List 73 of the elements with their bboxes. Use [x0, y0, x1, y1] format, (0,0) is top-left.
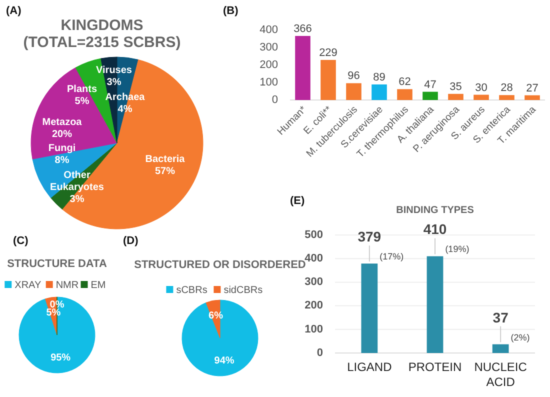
legend-label: NMR [56, 280, 79, 291]
data-label: 96 [348, 70, 360, 82]
data-label: 89 [373, 71, 386, 84]
bar [448, 94, 464, 100]
data-label: 8% [54, 154, 70, 166]
data-label: 95% [50, 352, 71, 364]
data-label: 3% [106, 76, 122, 88]
text: (A) [6, 5, 22, 17]
chart-title: STRUCTURE DATA [7, 258, 107, 270]
pie-slice [182, 300, 258, 376]
legend-label: EM [90, 280, 106, 291]
y-tick-label: 0 [272, 94, 278, 106]
chart-title: BINDING TYPES [396, 205, 474, 216]
bar [295, 36, 310, 100]
data-label: 30 [475, 82, 488, 94]
data-label: 47 [424, 78, 436, 91]
bar [361, 264, 378, 353]
y-tick-label: 200 [304, 300, 323, 312]
bar [426, 256, 444, 353]
data-label: 57% [154, 166, 176, 177]
legend-label: XRAY [14, 280, 42, 291]
y-tick-label: 0 [316, 346, 323, 359]
text: (C) [13, 235, 29, 247]
bar [524, 95, 540, 100]
slice-label: Metazoa [42, 116, 82, 128]
x-tick-label: LIGAND [347, 360, 392, 374]
data-label: 62 [398, 76, 411, 88]
data-label: 20% [52, 128, 72, 140]
bar [422, 92, 438, 100]
y-tick-label: 400 [260, 24, 278, 36]
y-tick-label: 100 [260, 76, 278, 88]
slice-label: Bacteria [145, 154, 186, 165]
y-tick-label: 400 [304, 252, 323, 265]
annotation: (17%) [380, 252, 404, 262]
data-label: 94% [214, 355, 234, 366]
legend-label: sCBRs [176, 285, 208, 296]
text: (E) [290, 195, 305, 207]
data-label: 410 [423, 221, 447, 238]
annotation: (2%) [510, 332, 530, 342]
slice-label: Viruses [96, 64, 132, 76]
chart-subtitle: (TOTAL=2315 SCBRS) [23, 34, 181, 51]
chart-title: KINGDOMS [60, 17, 144, 34]
data-label: 5% [74, 96, 90, 107]
data-label: 366 [294, 22, 312, 35]
annotation: (19%) [445, 244, 470, 254]
data-label: 28 [500, 82, 513, 94]
data-label: 27 [526, 82, 538, 94]
text: (D) [123, 235, 139, 247]
bar [499, 95, 514, 100]
chart-title: STRUCTURED OR DISORDERED [134, 259, 306, 271]
bar [346, 83, 362, 100]
bar [320, 60, 336, 100]
y-tick-label: 100 [304, 323, 323, 336]
y-tick-label: 200 [260, 58, 278, 71]
data-label: 37 [492, 309, 509, 326]
legend-label: sidCBRs [224, 285, 263, 296]
x-tick-label: NUCLEIC ACID [474, 360, 528, 389]
data-label: 3% [70, 194, 84, 205]
data-label: 379 [358, 228, 382, 245]
bar [474, 94, 489, 100]
bar [492, 344, 509, 353]
data-label: 5% [46, 307, 61, 318]
y-tick-label: 300 [260, 41, 278, 54]
text: (B) [223, 5, 239, 17]
bar [397, 89, 412, 100]
data-label: 229 [319, 46, 338, 59]
data-label: 35 [450, 80, 462, 93]
y-tick-label: 300 [304, 276, 323, 288]
pie-slice [18, 296, 96, 374]
y-tick-label: 500 [304, 228, 323, 241]
slice-label: Fungi [48, 142, 76, 154]
x-tick-label: PROTEIN [408, 360, 462, 374]
bar [372, 84, 387, 100]
